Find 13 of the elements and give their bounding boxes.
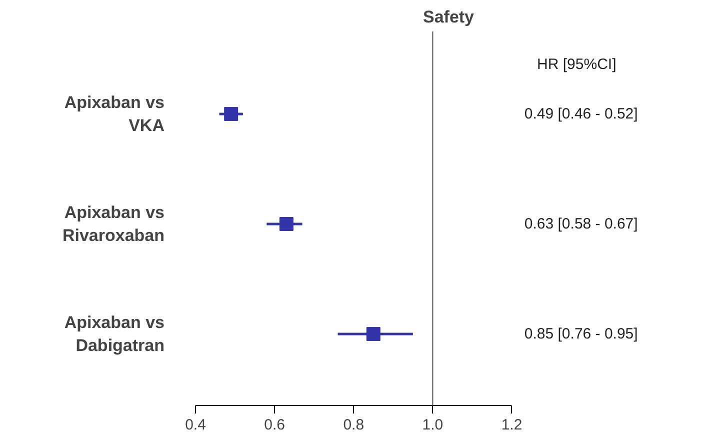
data-label: 0.63 [0.58 - 0.67] bbox=[524, 216, 638, 232]
chart-title: Safety bbox=[422, 8, 475, 26]
x-tick-label: 1.0 bbox=[422, 416, 444, 434]
y-tick-label: Apixaban vs VKA bbox=[64, 93, 165, 135]
data-label: 0.85 [0.76 - 0.95] bbox=[524, 326, 638, 342]
x-tick-label: 0.4 bbox=[185, 416, 206, 434]
y-tick-label: Apixaban vs Dabigatran bbox=[64, 313, 165, 355]
text: HR [95%CI] bbox=[537, 56, 616, 73]
data-label: 0.49 [0.46 - 0.52] bbox=[524, 106, 638, 122]
x-tick-label: 1.2 bbox=[501, 416, 522, 434]
x-tick-label: 0.6 bbox=[264, 416, 285, 434]
y-tick-label: Apixaban vs Rivaroxaban bbox=[62, 203, 165, 245]
x-tick-label: 0.8 bbox=[343, 416, 364, 434]
